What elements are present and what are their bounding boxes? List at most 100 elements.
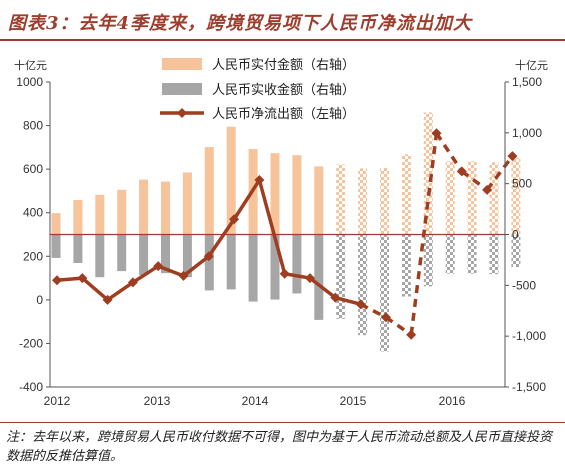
x-tick-label: 2016	[439, 394, 466, 408]
legend-swatch-net-marker	[177, 108, 187, 118]
right-tick-label: -1,000	[512, 329, 546, 343]
chart-title: 图表3：去年4季度来，跨境贸易项下人民币净流出加大	[8, 13, 473, 34]
plot-area	[50, 112, 521, 352]
x-tick-label: 2012	[44, 394, 71, 408]
net-line-segment	[156, 264, 186, 278]
bar-paid	[182, 172, 192, 235]
net-point	[178, 270, 189, 281]
bar-paid	[489, 162, 499, 235]
right-tick-label: 1,000	[512, 126, 542, 140]
bar-paid	[401, 154, 411, 235]
net-line-segment	[485, 155, 514, 191]
net-point	[330, 292, 341, 303]
bar-received	[95, 234, 105, 278]
bar-received	[204, 234, 214, 291]
left-tick-label: 400	[23, 206, 43, 220]
bar-paid	[270, 153, 280, 235]
bar-received	[51, 234, 61, 258]
axes: 1000 800 600 400 200 0 -200 -400 十亿元 1,500 1,000 50…	[14, 58, 548, 408]
right-tick-label: -1,500	[512, 380, 546, 394]
net-point	[203, 251, 214, 262]
bar-received	[380, 234, 389, 352]
left-tick-label: 200	[23, 249, 43, 263]
net-line-segment	[409, 132, 439, 335]
net-point	[380, 312, 391, 323]
legend-label: 人民币净流出额（左轴）	[212, 107, 355, 122]
left-tick-label: -400	[19, 380, 43, 394]
net-point	[456, 166, 467, 177]
left-axis-unit: 十亿元	[14, 58, 47, 72]
net-point	[52, 275, 62, 286]
bar-paid	[226, 126, 236, 235]
net-line-segment	[333, 295, 363, 306]
bar-paid	[314, 166, 324, 235]
net-point	[482, 184, 493, 195]
bar-paid	[336, 164, 346, 235]
bar-received	[467, 234, 477, 274]
left-tick-label: 1000	[16, 75, 43, 89]
net-line-segment	[80, 276, 110, 302]
bar-paid	[380, 167, 389, 235]
x-tick-label: 2015	[340, 394, 367, 408]
legend: 人民币实付金额（右轴） 人民币实收金额（右轴） 人民币净流出额（左轴）	[160, 57, 355, 122]
net-line-segment	[257, 178, 287, 276]
net-point	[153, 261, 164, 272]
right-tick-label: -500	[512, 278, 536, 292]
net-point	[229, 214, 240, 225]
net-point	[355, 299, 366, 310]
title-rule	[0, 39, 565, 41]
bar-received	[511, 234, 521, 268]
net-line-segment	[308, 276, 338, 300]
bar-paid	[117, 189, 127, 235]
net-point	[77, 273, 88, 284]
net-line-segment	[460, 169, 489, 192]
left-tick-label: -200	[19, 336, 43, 350]
bar-received	[401, 234, 411, 297]
legend-label: 人民币实收金额（右轴）	[212, 82, 355, 98]
bar-received	[336, 234, 346, 319]
note-rule	[0, 422, 565, 423]
bar-received	[358, 234, 368, 336]
bar-paid	[445, 161, 455, 235]
net-point	[102, 294, 113, 305]
net-point	[406, 329, 417, 340]
bar-received	[423, 234, 433, 287]
bar-paid	[95, 194, 105, 235]
bar-paid	[423, 112, 433, 235]
legend-swatch-paid	[162, 58, 202, 70]
x-tick-label: 2013	[144, 394, 171, 408]
bar-paid	[139, 179, 149, 235]
footnote: 注：去年以来，跨境贸易人民币收付数据不可得，图中为基于人民币流动总额及人民币直接…	[6, 430, 553, 464]
net-line-segment	[207, 217, 236, 259]
net-point	[431, 128, 442, 139]
left-tick-label: 0	[36, 293, 43, 307]
net-point	[279, 268, 290, 279]
bar-paid	[292, 155, 302, 235]
bar-received	[270, 234, 280, 300]
right-tick-label: 1,500	[512, 75, 542, 89]
right-tick-label: 0	[512, 228, 519, 242]
net-line-segment	[105, 280, 135, 302]
right-tick-label: 500	[512, 177, 532, 191]
bar-received	[182, 234, 192, 278]
bar-received	[161, 234, 170, 274]
bar-paid	[358, 168, 368, 235]
x-tick-label: 2014	[242, 394, 269, 408]
bar-paid	[467, 161, 477, 235]
net-line-segment	[435, 132, 464, 173]
net-line-segment	[359, 302, 387, 319]
right-axis-unit: 十亿元	[515, 58, 548, 72]
net-line-segment	[384, 315, 413, 337]
legend-label: 人民币实付金额（右轴）	[212, 57, 355, 73]
left-tick-label: 600	[23, 162, 43, 176]
bar-paid	[161, 181, 170, 235]
bar-received	[489, 234, 499, 275]
bar-received	[292, 234, 302, 294]
legend-swatch-received	[162, 83, 202, 95]
bar-received	[248, 234, 258, 302]
bar-received	[73, 234, 83, 263]
bar-received	[445, 234, 455, 274]
net-point	[507, 151, 518, 162]
net-line-segment	[232, 178, 262, 221]
bar-received	[314, 234, 324, 320]
